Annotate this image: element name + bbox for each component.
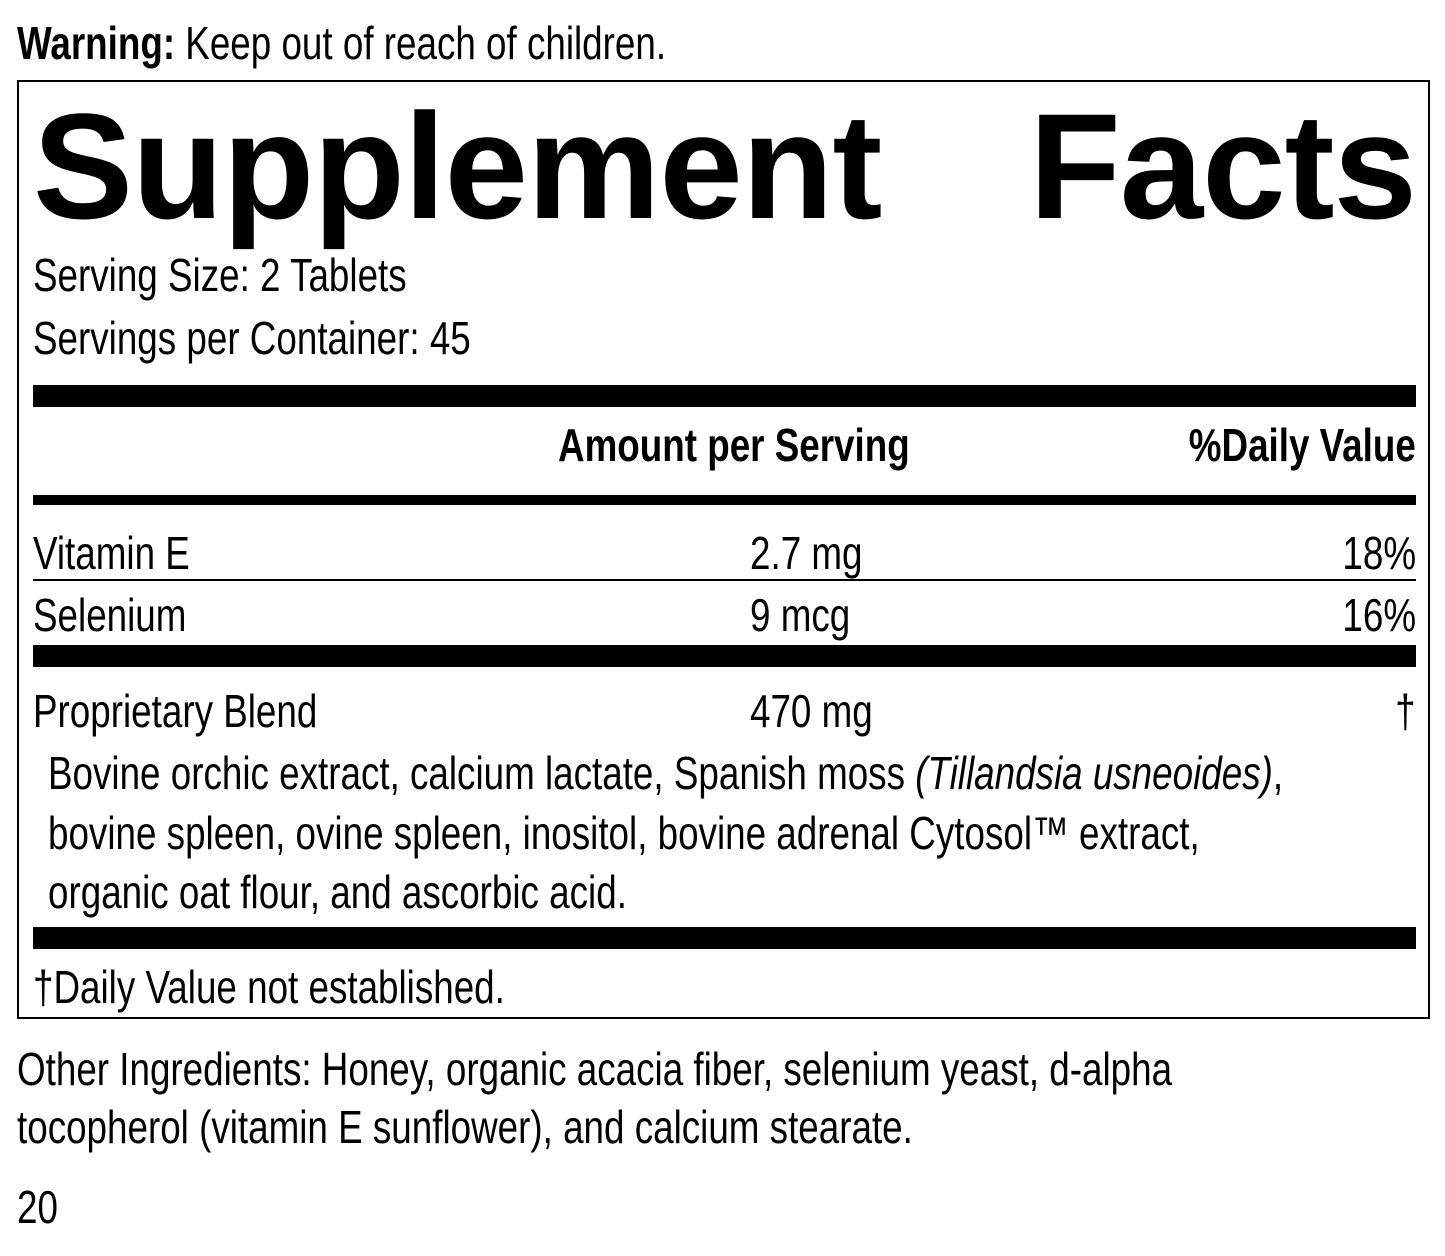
nutrient-dv: 18%: [1342, 527, 1416, 579]
blend-ingredients-line: organic oat flour, and ascorbic acid.: [48, 866, 627, 918]
panel-title: Supplement Facts: [33, 82, 1417, 250]
title-word-facts: Facts: [1029, 82, 1417, 250]
nutrient-amount: 9 mcg: [750, 589, 851, 641]
divider-thick: [33, 927, 1416, 949]
divider-thick: [33, 645, 1416, 667]
nutrient-amount: 2.7 mg: [750, 527, 863, 579]
blend-text: Bovine orchic extract, calcium lactate, …: [48, 747, 916, 799]
serving-size: Serving Size: 2 Tablets: [33, 249, 407, 301]
divider-thin: [33, 579, 1416, 581]
nutrient-name: Vitamin E: [33, 527, 190, 579]
supplement-facts-panel: [17, 80, 1430, 1019]
header-amount: Amount per Serving: [558, 419, 910, 471]
warning-text: Warning: Keep out of reach of children.: [17, 20, 666, 66]
nutrient-dv: †: [1395, 685, 1416, 737]
blend-text: ,: [1272, 747, 1284, 799]
footnote: †Daily Value not established.: [33, 961, 505, 1013]
blend-botanical-name: (Tillandsia usneoides): [915, 747, 1273, 799]
blend-ingredients-line: Bovine orchic extract, calcium lactate, …: [48, 750, 1283, 796]
nutrient-name: Proprietary Blend: [33, 685, 318, 737]
other-ingredients-line: tocopherol (vitamin E sunflower), and ca…: [17, 1101, 913, 1153]
nutrient-name: Selenium: [33, 589, 187, 641]
page-number: 20: [17, 1181, 58, 1233]
nutrient-amount: 470 mg: [750, 685, 873, 737]
other-ingredients-line: Other Ingredients: Honey, organic acacia…: [17, 1043, 1173, 1095]
warning-label: Warning:: [17, 17, 176, 69]
title-word-supplement: Supplement: [33, 82, 882, 250]
warning-message: Keep out of reach of children.: [175, 17, 667, 69]
divider-thick: [33, 385, 1416, 407]
nutrient-dv: 16%: [1342, 589, 1416, 641]
divider-medium: [33, 495, 1416, 505]
header-daily-value: %Daily Value: [1188, 419, 1416, 471]
blend-ingredients-line: bovine spleen, ovine spleen, inositol, b…: [48, 807, 1200, 859]
servings-per-container: Servings per Container: 45: [33, 312, 471, 364]
